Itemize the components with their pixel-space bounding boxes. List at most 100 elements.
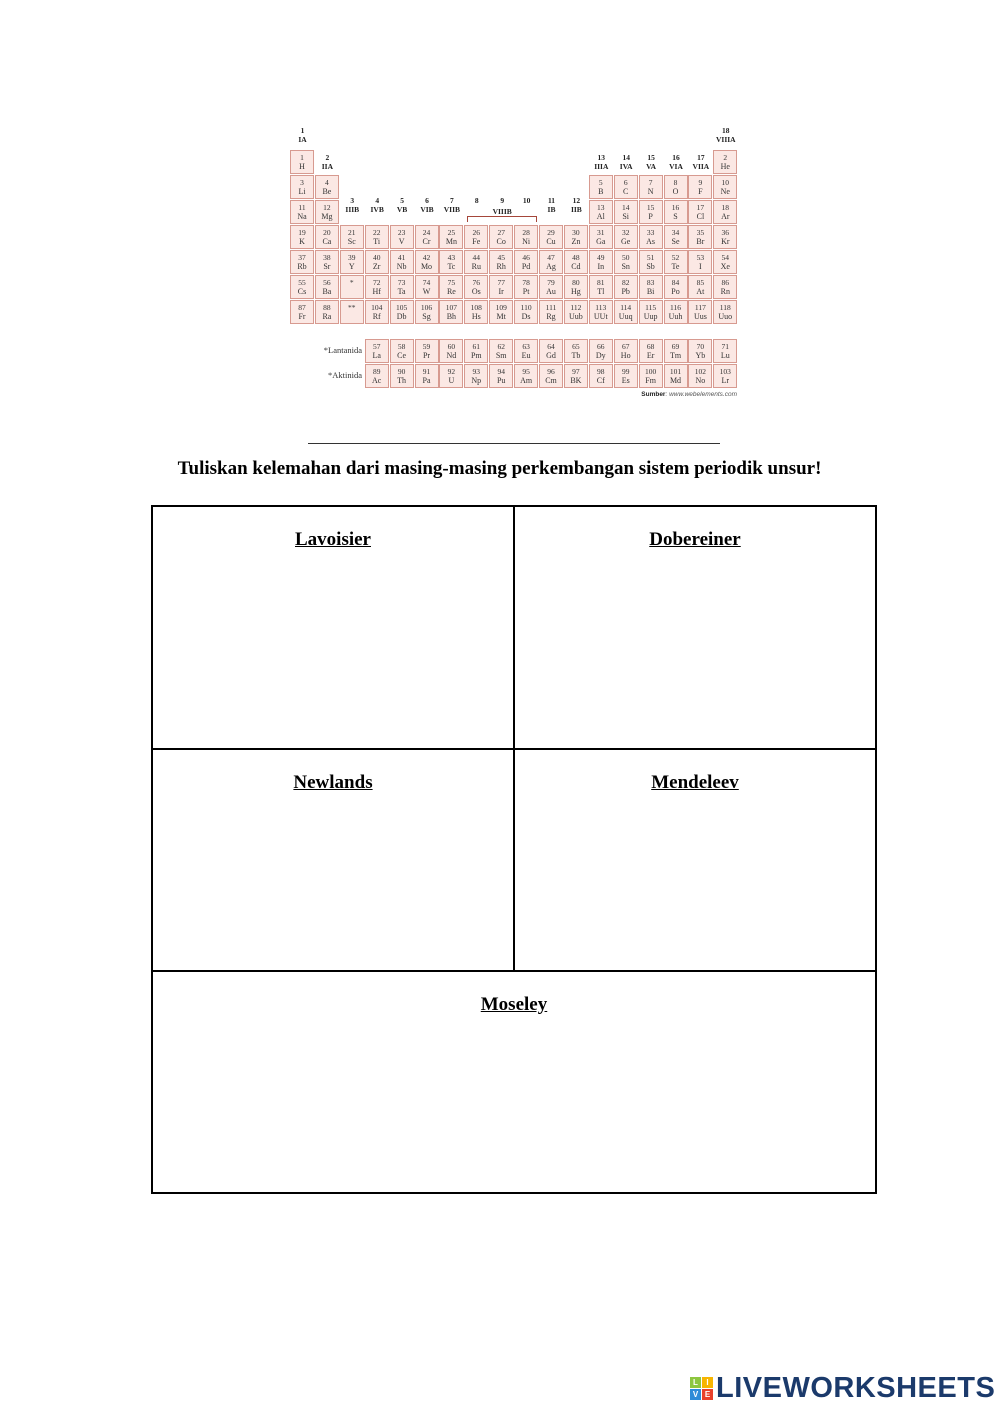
moseley-answer-input[interactable] bbox=[165, 1028, 863, 1180]
atomic-number: 23 bbox=[397, 228, 406, 237]
element-cell: 100 Fm bbox=[638, 364, 663, 388]
element-symbol: Cd bbox=[571, 262, 581, 271]
element-symbol: Ce bbox=[397, 351, 407, 360]
element-symbol: Sc bbox=[347, 237, 356, 246]
group-label: 16 VIA bbox=[664, 153, 689, 171]
logo-tile: V bbox=[690, 1389, 701, 1400]
element-symbol: Ag bbox=[546, 262, 556, 271]
element-symbol: Na bbox=[297, 212, 307, 221]
group-number: 4 bbox=[375, 196, 380, 205]
element-cell: 45 Rh bbox=[489, 250, 514, 274]
element-cell: 18 Ar bbox=[713, 200, 738, 224]
element-cell: 110 Ds bbox=[514, 300, 539, 324]
atomic-number: 3 bbox=[300, 178, 304, 187]
box-moseley: Moseley bbox=[153, 972, 875, 1192]
box-newlands: Newlands bbox=[153, 750, 515, 972]
element-symbol: Er bbox=[646, 351, 655, 360]
divider bbox=[308, 443, 720, 444]
element-cell: 40 Zr bbox=[364, 250, 389, 274]
element-symbol: Ir bbox=[498, 287, 504, 296]
atomic-number: 116 bbox=[670, 303, 681, 312]
element-symbol: Al bbox=[596, 212, 605, 221]
element-symbol: Th bbox=[397, 376, 407, 385]
element-cell: 113 UUt bbox=[588, 300, 613, 324]
element-cell: 51 Sb bbox=[638, 250, 663, 274]
element-cell: 25 Mn bbox=[439, 225, 464, 249]
group-label: 17 VIIA bbox=[688, 153, 713, 171]
atomic-number: 10 bbox=[721, 178, 730, 187]
box-title: Lavoisier bbox=[295, 529, 371, 550]
element-cell: 68 Er bbox=[638, 339, 663, 363]
element-symbol: U bbox=[448, 376, 455, 385]
element-cell: 39 Y bbox=[339, 250, 364, 274]
element-cell: 14 Si bbox=[613, 200, 638, 224]
element-cell: * bbox=[339, 275, 364, 299]
atomic-number: 72 bbox=[372, 278, 381, 287]
element-cell: 98 Cf bbox=[588, 364, 613, 388]
lavoisier-answer-input[interactable] bbox=[165, 563, 501, 736]
element-symbol: N bbox=[647, 187, 654, 196]
element-symbol: Ra bbox=[322, 312, 332, 321]
element-cell: 74 W bbox=[414, 275, 439, 299]
atomic-number: 13 bbox=[597, 203, 605, 212]
element-symbol: Ca bbox=[322, 237, 332, 246]
group-roman: IIA bbox=[321, 162, 334, 171]
atomic-number: 61 bbox=[472, 342, 481, 351]
atomic-number: 96 bbox=[547, 367, 555, 376]
instruction-heading: Tuliskan kelemahan dari masing-masing pe… bbox=[177, 458, 822, 479]
element-symbol: Md bbox=[669, 376, 682, 385]
atomic-number: 81 bbox=[597, 278, 605, 287]
element-symbol: Po bbox=[671, 287, 680, 296]
element-symbol: Gd bbox=[546, 351, 556, 360]
atomic-number: 62 bbox=[497, 342, 505, 351]
atomic-number: 43 bbox=[447, 253, 456, 262]
element-symbol: Uuo bbox=[718, 312, 733, 321]
element-cell: 34 Se bbox=[663, 225, 688, 249]
element-symbol: Rb bbox=[297, 262, 307, 271]
group-number: 16 bbox=[672, 153, 680, 162]
group-roman: VA bbox=[646, 162, 657, 171]
element-symbol: BK bbox=[570, 376, 582, 385]
group-label: 18 VIIIA bbox=[713, 126, 738, 144]
atomic-number: 55 bbox=[298, 278, 306, 287]
element-symbol: Uuh bbox=[668, 312, 683, 321]
element-symbol: Am bbox=[520, 376, 533, 385]
element-cell: 63 Eu bbox=[514, 339, 539, 363]
element-cell: 94 Pu bbox=[489, 364, 514, 388]
group-label: 4 IVB bbox=[365, 196, 390, 214]
newlands-answer-input[interactable] bbox=[165, 806, 501, 958]
group-number: 13 bbox=[597, 153, 606, 162]
group-label: 12 IIB bbox=[564, 196, 589, 214]
element-symbol: Yb bbox=[695, 351, 706, 360]
atomic-number: 103 bbox=[719, 367, 731, 376]
atomic-number: 27 bbox=[497, 228, 505, 237]
group-label: 11 IB bbox=[539, 196, 564, 214]
element-cell: 43 Tc bbox=[439, 250, 464, 274]
element-cell: 17 Cl bbox=[688, 200, 713, 224]
atomic-number: 24 bbox=[422, 228, 431, 237]
element-cell: 70 Yb bbox=[688, 339, 713, 363]
mendeleev-answer-input[interactable] bbox=[527, 806, 863, 958]
atomic-number: 47 bbox=[547, 253, 555, 262]
atomic-number: 26 bbox=[472, 228, 481, 237]
element-cell: 15 P bbox=[638, 200, 663, 224]
group-roman: VIIA bbox=[692, 162, 710, 171]
element-cell: 107 Bh bbox=[439, 300, 464, 324]
element-symbol: UUt bbox=[593, 312, 608, 321]
element-cell: 20 Ca bbox=[314, 225, 339, 249]
dobereiner-answer-input[interactable] bbox=[527, 563, 863, 736]
element-cell: 65 Tb bbox=[563, 339, 588, 363]
atomic-number: 20 bbox=[323, 228, 331, 237]
atomic-number: 18 bbox=[721, 203, 730, 212]
group-roman: VIIIA bbox=[716, 135, 736, 144]
group-number: 18 bbox=[722, 126, 730, 135]
element-symbol: Pu bbox=[496, 376, 506, 385]
element-cell: 86 Rn bbox=[713, 275, 738, 299]
group-label: 1 IA bbox=[290, 126, 315, 144]
element-symbol: W bbox=[422, 287, 431, 296]
atomic-number: 91 bbox=[422, 367, 431, 376]
element-cell: 54 Xe bbox=[713, 250, 738, 274]
atomic-number: 59 bbox=[422, 342, 431, 351]
atomic-number: 102 bbox=[694, 367, 707, 376]
